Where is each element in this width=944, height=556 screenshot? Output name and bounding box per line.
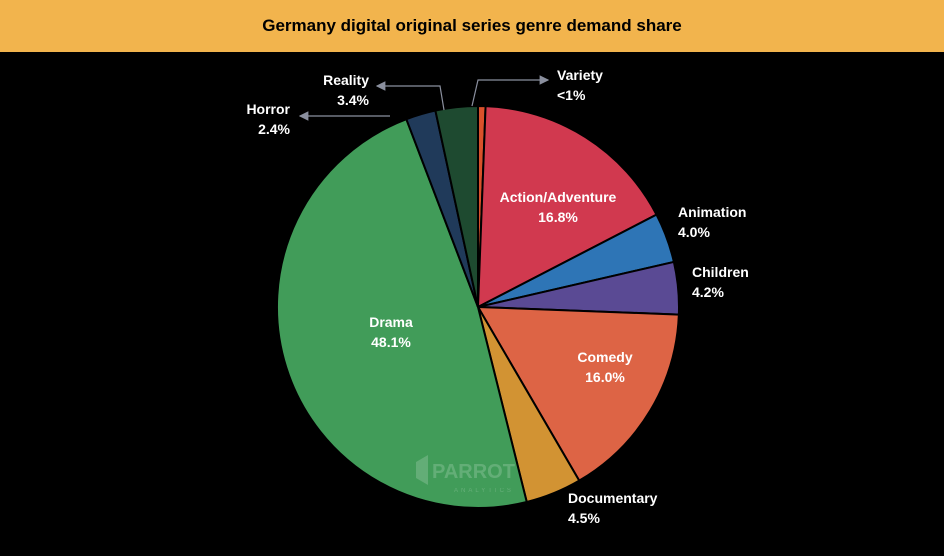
slice-name-action-adventure: Action/Adventure (500, 189, 617, 205)
slice-label-horror: Horror 2.4% (246, 101, 290, 137)
slice-label-reality: Reality 3.4% (323, 72, 369, 108)
slice-value-drama: 48.1% (371, 334, 411, 350)
slice-name-reality: Reality (323, 72, 369, 88)
parrot-analytics-watermark: PARROT ANALYTICS (416, 455, 515, 494)
slice-name-drama: Drama (369, 314, 413, 330)
slice-name-children: Children (692, 264, 749, 280)
slice-value-children: 4.2% (692, 284, 724, 300)
slice-value-comedy: 16.0% (585, 369, 625, 385)
slice-name-animation: Animation (678, 204, 746, 220)
slice-name-horror: Horror (246, 101, 290, 117)
slice-label-documentary: Documentary 4.5% (568, 490, 658, 526)
slice-label-drama: Drama 48.1% (369, 314, 413, 350)
slice-labels: Variety <1% Action/Adventure 16.8% Animation… (246, 67, 748, 526)
svg-text:ANALYTICS: ANALYTICS (454, 488, 514, 494)
slice-value-action-adventure: 16.8% (538, 209, 578, 225)
slice-name-comedy: Comedy (577, 349, 632, 365)
slice-name-documentary: Documentary (568, 490, 658, 506)
pie-slice-reality (434, 104, 479, 308)
slice-label-action-adventure: Action/Adventure 16.8% (500, 189, 617, 225)
slice-value-reality: 3.4% (337, 92, 369, 108)
slice-value-variety: <1% (557, 87, 586, 103)
slice-value-documentary: 4.5% (568, 510, 600, 526)
leader-line-reality (375, 81, 445, 111)
pie-slice-drama (275, 117, 528, 509)
pie-slice-comedy (476, 305, 680, 483)
pie-slice-action-adventure (476, 105, 658, 309)
slice-label-comedy: Comedy 16.0% (577, 349, 632, 385)
slice-value-horror: 2.4% (258, 121, 290, 137)
svg-text:PARROT: PARROT (432, 461, 515, 483)
pie-slices (275, 104, 680, 509)
slice-name-variety: Variety (557, 67, 603, 83)
slice-label-variety: Variety <1% (557, 67, 603, 103)
slice-label-animation: Animation 4.0% (678, 204, 746, 240)
chart-title-bar: Germany digital original series genre de… (0, 0, 944, 52)
chart-title: Germany digital original series genre de… (262, 16, 682, 35)
leader-lines (298, 75, 550, 121)
leader-line-variety (471, 75, 550, 107)
slice-label-children: Children 4.2% (692, 264, 749, 300)
slice-value-animation: 4.0% (678, 224, 710, 240)
